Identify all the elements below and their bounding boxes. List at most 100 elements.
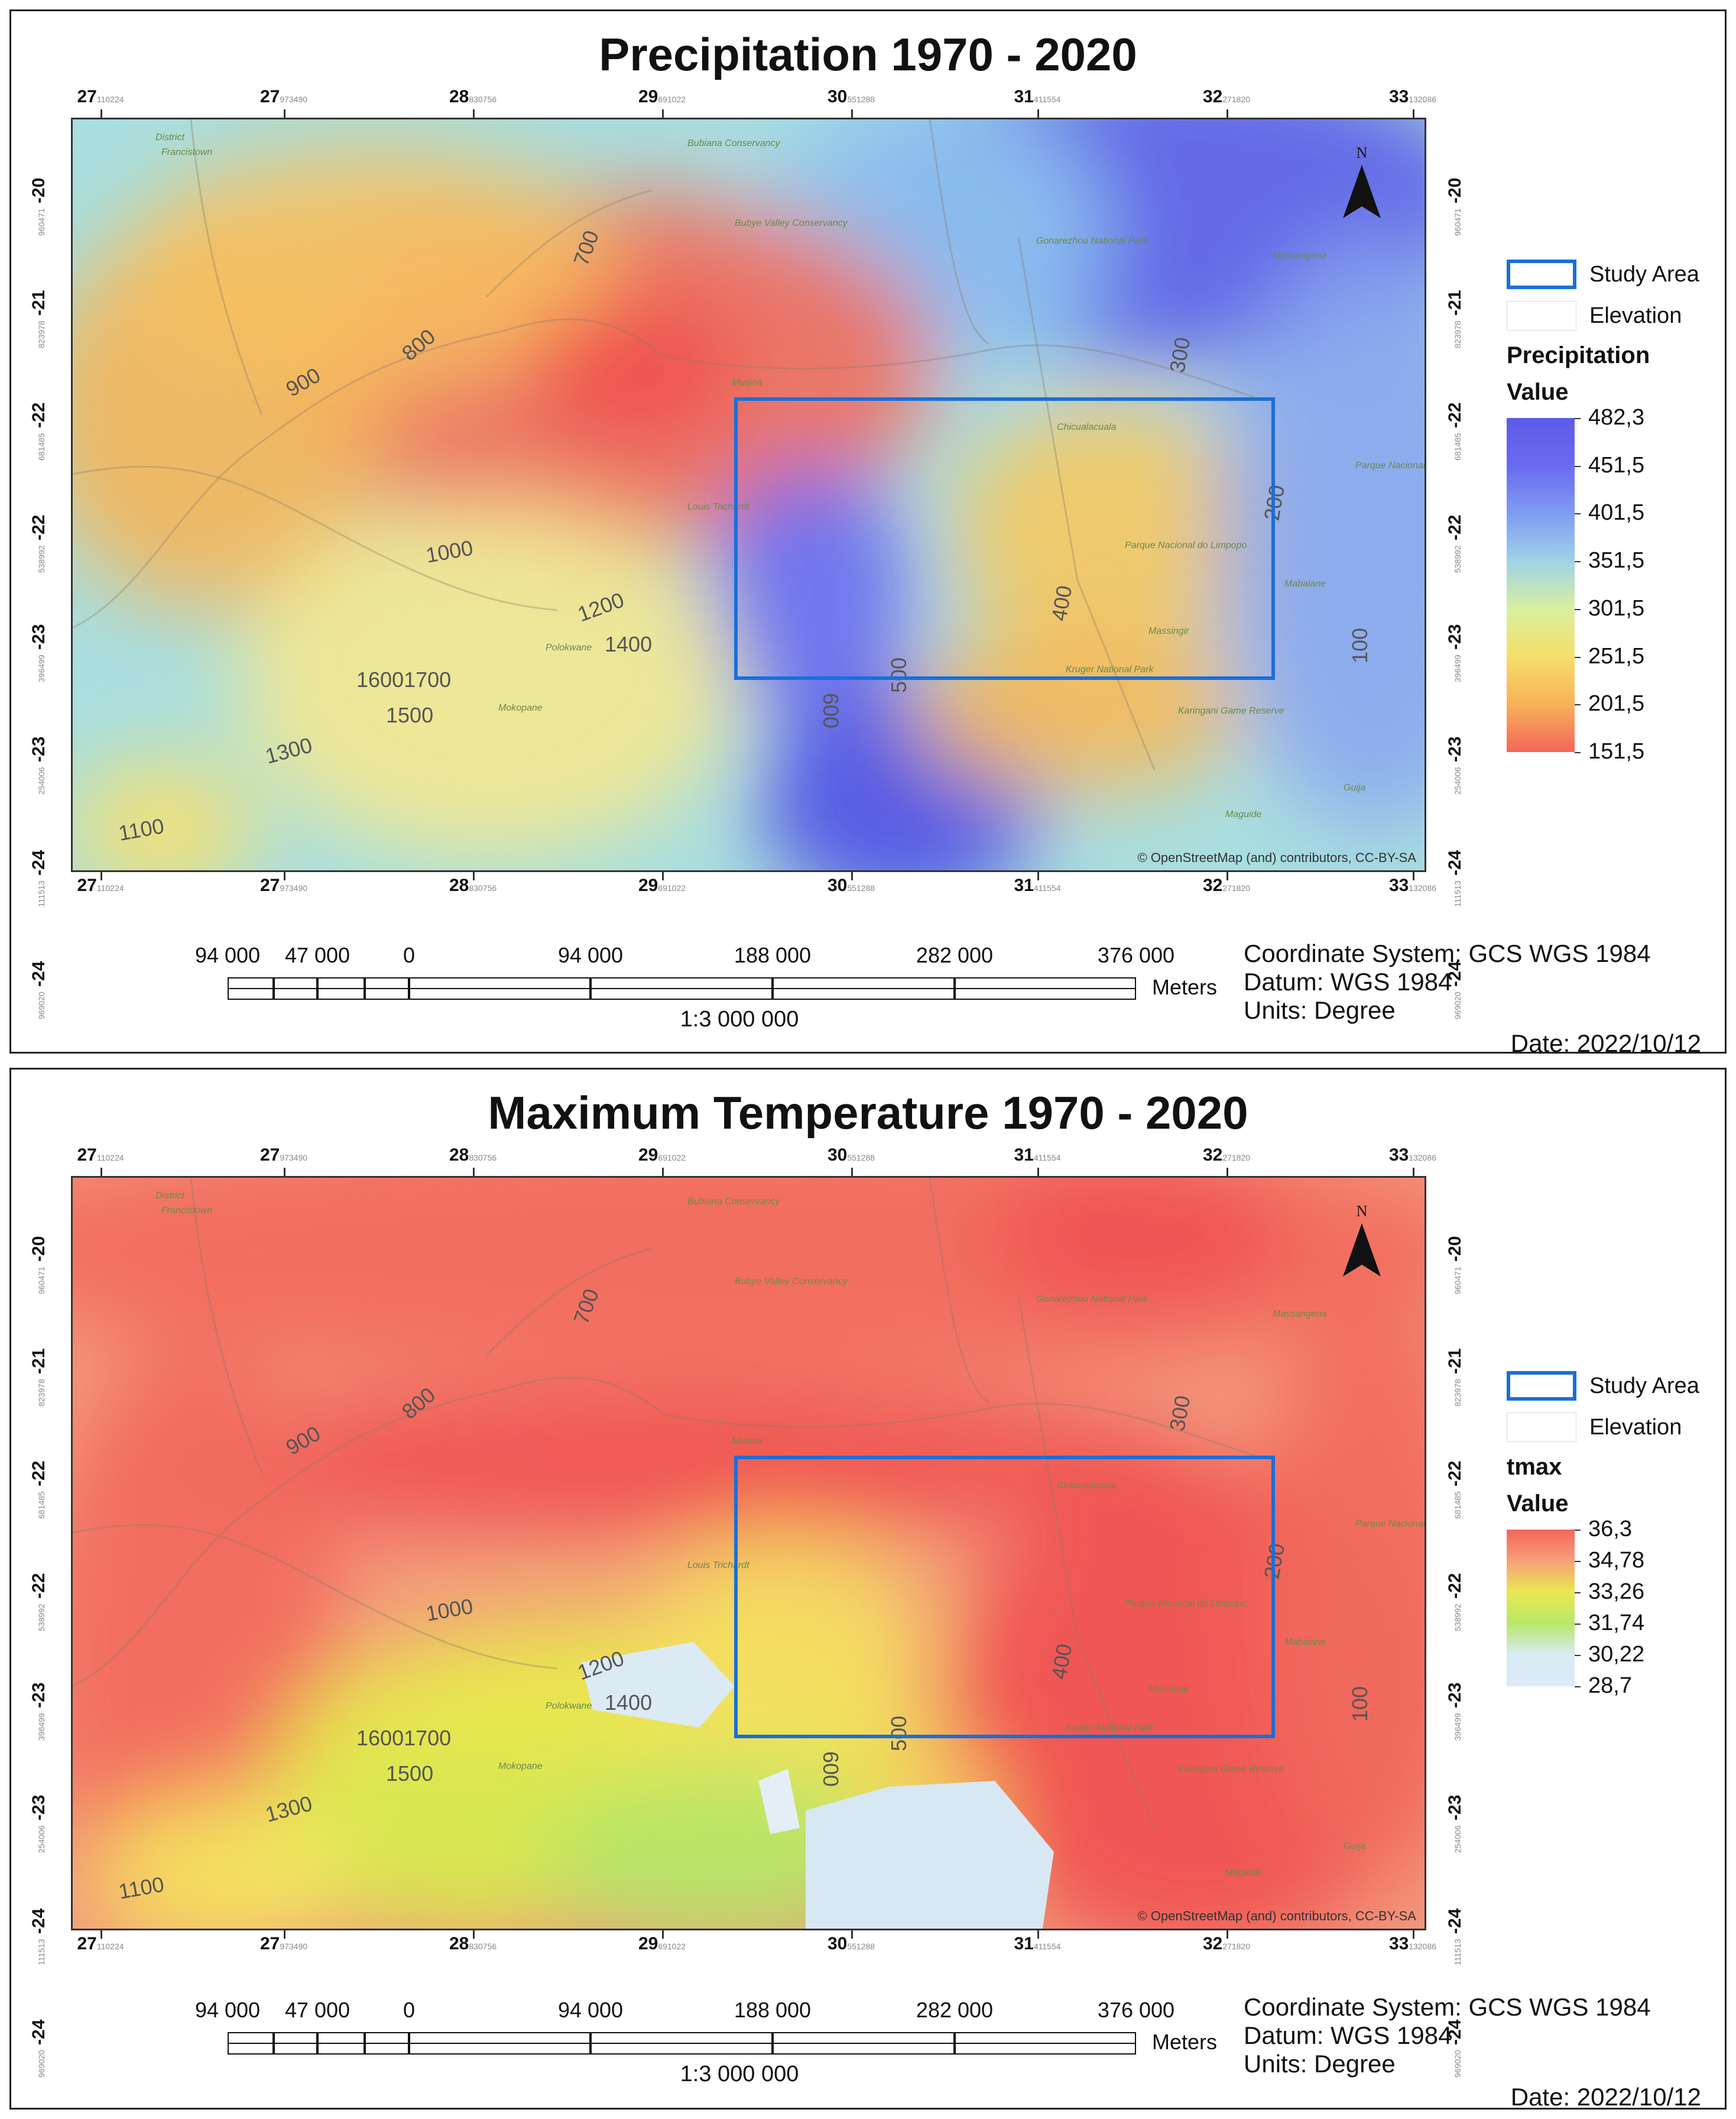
longitude-tick: 27110224 (77, 1934, 124, 1954)
scale-label: 282 000 (916, 943, 994, 967)
longitude-tick: 29691022 (638, 1934, 686, 1954)
tick-mark (1226, 1168, 1228, 1176)
tick-mark (473, 1168, 475, 1176)
contour-label: 600 (819, 1751, 843, 1787)
tick-degree: -23 (1445, 1794, 1465, 1820)
longitude-tick: 31411554 (1014, 87, 1060, 107)
longitude-axis-top: 27110224 27973490 28830756 29691022 30551288… (71, 87, 1436, 118)
legend-layer-name: tmax (1507, 1454, 1562, 1480)
cold-zone (758, 1769, 800, 1834)
latitude-tick: 823978 -21 (29, 1312, 53, 1407)
tick-mark (662, 1930, 664, 1939)
tick-degree: -24 (29, 850, 48, 876)
longitude-tick: 32271820 (1203, 1934, 1250, 1954)
tick-minor: 973490 (280, 95, 308, 104)
ramp-label: 28,7 (1588, 1673, 1632, 1698)
basemap-place-label: Kruger National Park (1066, 1723, 1154, 1733)
ramp-tick (1575, 1655, 1581, 1656)
basemap-place-label: Maguide (1225, 1868, 1261, 1878)
tick-degree: -24 (29, 961, 48, 987)
tick-minor: 271820 (1222, 883, 1251, 893)
longitude-tick: 27973490 (260, 1145, 307, 1165)
tick-degree: 33 (1388, 1934, 1409, 1953)
latitude-tick: 969020 -24 (29, 1983, 53, 2078)
scale-ratio: 1:3 000 000 (680, 1007, 799, 1032)
latitude-tick: 111513 -24 (1445, 1871, 1469, 1965)
latitude-tick: 254006 -23 (1445, 700, 1469, 795)
contour-label: 500 (887, 1716, 911, 1751)
legend-label: Study Area (1589, 261, 1699, 287)
longitude-tick: 32271820 (1203, 876, 1250, 896)
ramp-label: 36,3 (1588, 1517, 1632, 1541)
scale-label: 0 (403, 1998, 416, 2022)
tick-mark (1226, 1930, 1228, 1939)
map-title: Maximum Temperature 1970 - 2020 (488, 1087, 1248, 1139)
legend-elevation: Elevation (1507, 1412, 1682, 1442)
tick-mark (1037, 109, 1039, 118)
elevation-swatch (1507, 301, 1576, 331)
raster-blob (1219, 238, 1425, 829)
basemap-place-label: Massingir (1148, 1684, 1189, 1694)
contour-label: 1400 (605, 632, 652, 656)
tick-minor: 111513 (37, 1939, 46, 1965)
latitude-tick: 254006 -23 (29, 700, 53, 795)
longitude-axis-bottom: 27110224 27973490 28830756 29691022 30551288… (71, 1930, 1436, 1958)
scale-label: 188 000 (734, 943, 812, 967)
tick-degree: -22 (29, 514, 48, 540)
study-area-boundary[interactable] (734, 1456, 1275, 1738)
map-meta-units: Units: Degree (1244, 996, 1396, 1024)
tick-minor: 396499 (1453, 1713, 1462, 1741)
legend-study-area: Study Area (1507, 1371, 1699, 1401)
tick-degree: 33 (1388, 1145, 1409, 1165)
tick-minor: 254006 (37, 1825, 46, 1853)
ramp-tick (1575, 704, 1581, 706)
latitude-tick: 969020 -24 (29, 925, 53, 1019)
basemap-road (663, 344, 1255, 398)
tick-degree: 33 (1388, 876, 1409, 895)
basemap-place-label: Chicualacuala (1057, 422, 1117, 432)
ramp-tick (1575, 1561, 1581, 1562)
map-frame[interactable]: 700 800 900 1000 1200 1400 16001700 1500 1300 110… (71, 1176, 1426, 1930)
ramp-label: 33,26 (1588, 1579, 1645, 1604)
latitude-tick: 960471 -20 (1445, 1200, 1469, 1294)
raster-blob (528, 297, 741, 439)
basemap-place-label: Massangena (1273, 1309, 1327, 1319)
tick-minor: 111513 (1453, 880, 1462, 907)
tick-degree: 27 (259, 1145, 280, 1165)
ramp-label: 30,22 (1588, 1642, 1645, 1667)
tick-minor: 681485 (37, 1491, 46, 1519)
basemap-place-label: Francistown (161, 147, 212, 157)
tick-minor: 396499 (1453, 655, 1462, 682)
longitude-tick: 32271820 (1203, 87, 1250, 107)
tick-mark (284, 109, 285, 118)
tick-minor: 823978 (1453, 320, 1462, 348)
scale-label: 188 000 (734, 1998, 812, 2022)
tick-mark (1413, 872, 1414, 880)
latitude-tick: 960471 -20 (1445, 141, 1469, 236)
scale-ratio: 1:3 000 000 (680, 2062, 799, 2086)
tick-mark (1037, 1930, 1039, 1939)
tick-minor: 538992 (37, 1603, 46, 1631)
basemap-road (73, 1376, 664, 1687)
tick-degree: -20 (1445, 177, 1465, 203)
latitude-tick: 396499 -23 (1445, 1646, 1469, 1741)
tick-minor: 132086 (1409, 1942, 1437, 1951)
tick-degree: 29 (638, 1145, 658, 1165)
legend-layer-name: Precipitation (1507, 342, 1650, 368)
basemap-place-label: Louis Trichardt (687, 502, 749, 512)
map-frame[interactable]: 700 800 900 1000 1200 1400 16001700 1500 1300 110… (71, 118, 1426, 872)
tick-mark (851, 872, 853, 880)
scale-unit: Meters (1151, 2030, 1218, 2054)
tick-degree: 32 (1202, 87, 1223, 106)
contour-label: 600 (819, 693, 843, 728)
tick-degree: -20 (29, 1236, 48, 1262)
basemap-place-label: Parque Nacional do Limpopo (1125, 1599, 1247, 1609)
longitude-tick: 31411554 (1014, 1145, 1060, 1165)
basemap-place-label: Massangena (1273, 251, 1327, 261)
study-area-swatch (1507, 260, 1576, 289)
study-area-boundary[interactable] (734, 397, 1275, 680)
basemap-road (190, 119, 263, 416)
tick-degree: 31 (1014, 1145, 1034, 1165)
tick-minor: 271820 (1222, 1153, 1251, 1162)
longitude-tick: 30551288 (828, 876, 875, 896)
